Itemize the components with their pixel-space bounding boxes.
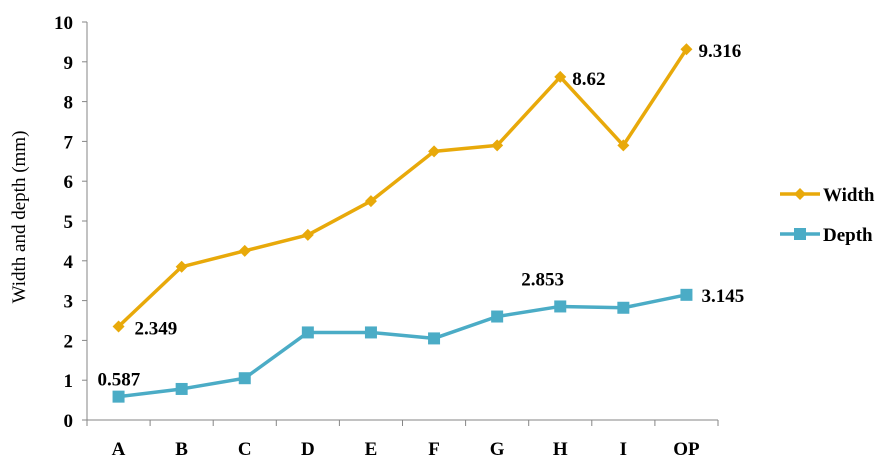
data-point (175, 382, 188, 395)
data-label: 9.316 (698, 41, 741, 62)
data-point (112, 390, 125, 403)
data-label: 8.62 (572, 69, 605, 90)
y-tick-label: 9 (64, 53, 74, 74)
x-tick-label: F (428, 439, 440, 460)
y-tick-label: 5 (64, 212, 74, 233)
data-label: 0.587 (98, 370, 141, 391)
data-point (680, 43, 693, 56)
x-tick-label: A (112, 439, 126, 460)
data-label: 2.349 (135, 319, 178, 340)
data-point (112, 320, 125, 333)
y-tick-label: 7 (64, 132, 74, 153)
data-point (364, 195, 377, 208)
series-line-width (117, 48, 688, 328)
series-lines (117, 48, 688, 399)
data-point (617, 139, 630, 152)
data-point (617, 301, 630, 314)
data-point (680, 288, 693, 301)
x-tick-label: G (490, 439, 505, 460)
data-label: 3.145 (701, 286, 744, 307)
x-tick-label: E (365, 439, 378, 460)
data-point (491, 310, 504, 323)
data-point (491, 139, 504, 152)
x-tick-label: B (175, 439, 188, 460)
ticks: 0 1 2 3 4 5 6 7 8 9 10 A B C D E F G H I OP (54, 13, 719, 460)
y-tick-label: 0 (64, 411, 74, 432)
y-tick-label: 1 (64, 371, 74, 392)
legend-label: Depth (823, 225, 873, 246)
data-point (554, 70, 567, 83)
series-markers (112, 43, 693, 403)
legend-marker (794, 228, 806, 240)
x-tick-label: OP (673, 439, 700, 460)
y-axis-label: Width and depth (mm) (9, 131, 30, 304)
data-point (301, 228, 314, 241)
legend-label: Width (823, 185, 875, 206)
data-label: 2.853 (521, 269, 564, 290)
y-tick-label: 3 (64, 292, 74, 313)
y-tick-label: 6 (64, 172, 74, 193)
y-tick-label: 10 (54, 13, 73, 34)
data-point (301, 326, 314, 339)
legend: Width Depth (780, 185, 875, 246)
data-labels: 2.349 8.62 9.316 0.587 2.853 3.145 (98, 41, 745, 390)
data-point (364, 326, 377, 339)
x-tick-label: D (301, 439, 315, 460)
data-point (428, 332, 441, 345)
x-tick-label: C (238, 439, 252, 460)
y-tick-label: 4 (64, 252, 74, 273)
data-point (175, 260, 188, 273)
data-point (238, 372, 251, 385)
legend-marker (794, 188, 806, 200)
data-point (554, 300, 567, 313)
x-tick-label: H (553, 439, 568, 460)
y-tick-label: 8 (64, 93, 74, 114)
data-point (428, 145, 441, 158)
y-tick-label: 2 (64, 331, 74, 352)
axes (86, 22, 718, 421)
data-point (238, 244, 251, 257)
x-tick-label: I (620, 439, 627, 460)
series-line-depth (118, 293, 687, 399)
